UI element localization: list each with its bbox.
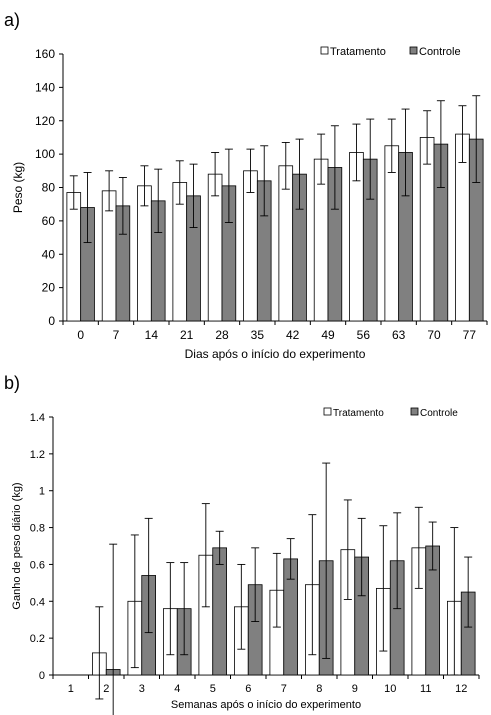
x-tick-label: 12 — [455, 683, 467, 695]
y-tick-label: 20 — [42, 281, 56, 295]
x-tick-label: 7 — [281, 683, 287, 695]
legend-swatch-controle — [409, 46, 418, 55]
bar-controle — [212, 547, 227, 676]
x-tick-label: 56 — [357, 328, 371, 342]
x-tick-label: 35 — [251, 328, 265, 342]
legend-label-tratamento: Tratamento — [330, 46, 386, 58]
panel-label-b: b) — [4, 373, 20, 393]
x-tick-label: 3 — [139, 683, 145, 695]
y-tick-label: 1.2 — [30, 449, 45, 461]
x-tick-label: 6 — [245, 683, 251, 695]
y-tick-label: 40 — [42, 247, 56, 261]
chart-a: a) 0 20 40 60 80 100 120 140 160 0 7 14 21 28 35 42 49 56… — [4, 10, 488, 361]
bar-tratamento — [419, 137, 435, 322]
x-tick-label: 63 — [392, 328, 406, 342]
y-tick-label: 0 — [48, 314, 55, 328]
y-tick-label: 80 — [42, 181, 56, 195]
y-tick-label: 0.8 — [30, 523, 45, 535]
legend-label-controle: Controle — [419, 46, 461, 58]
y-tick-label: 60 — [42, 214, 56, 228]
y-tick-label: 0.6 — [30, 559, 45, 571]
y-tick-label: 1.4 — [30, 412, 45, 424]
legend-swatch-controle — [410, 407, 419, 416]
x-tick-label: 0 — [77, 328, 84, 342]
x-tick-label: 77 — [463, 328, 477, 342]
y-axis-title: Peso (kg) — [11, 162, 25, 213]
x-tick-label: 10 — [384, 683, 396, 695]
x-tick-label: 5 — [210, 683, 216, 695]
x-axis-title: Dias após o início do experimento — [185, 347, 366, 361]
x-tick-label: 9 — [352, 683, 358, 695]
legend-swatch-tratamento — [320, 46, 329, 55]
y-tick-label: 0 — [39, 670, 45, 682]
x-tick-label: 1 — [68, 683, 74, 695]
y-tick-label: 140 — [35, 80, 55, 94]
x-tick-label: 11 — [420, 683, 431, 695]
x-tick-label: 8 — [316, 683, 322, 695]
legend-label-controle: Controle — [420, 408, 458, 419]
panel-label-a: a) — [4, 10, 20, 30]
bar-tratamento — [243, 170, 258, 322]
x-tick-label: 4 — [174, 683, 180, 695]
x-tick-label: 2 — [103, 683, 109, 695]
legend-swatch-tratamento — [323, 407, 332, 416]
y-tick-label: 0.4 — [30, 596, 45, 608]
x-tick-label: 28 — [215, 328, 229, 342]
y-tick-label: 0.2 — [30, 633, 45, 645]
y-tick-label: 100 — [35, 147, 55, 161]
y-tick-label: 160 — [35, 47, 55, 61]
x-tick-label: 14 — [145, 328, 159, 342]
chart-b: b) 00.20.40.60.811.21.41 2 3 4 5 6 7 8 9 10 11 12Se… — [4, 373, 480, 715]
x-axis-title: Semanas após o início do experimento — [171, 699, 361, 711]
y-tick-label: 1 — [39, 486, 45, 498]
x-tick-label: 21 — [180, 328, 194, 342]
x-tick-label: 7 — [113, 328, 120, 342]
x-tick-label: 49 — [321, 328, 335, 342]
legend-label-tratamento: Tratamento — [333, 408, 384, 419]
x-tick-label: 70 — [427, 328, 441, 342]
y-axis-title: Ganho de peso diário (kg) — [11, 482, 23, 609]
x-tick-label: 42 — [286, 328, 300, 342]
bar-tratamento — [66, 192, 82, 322]
y-tick-label: 120 — [35, 114, 55, 128]
